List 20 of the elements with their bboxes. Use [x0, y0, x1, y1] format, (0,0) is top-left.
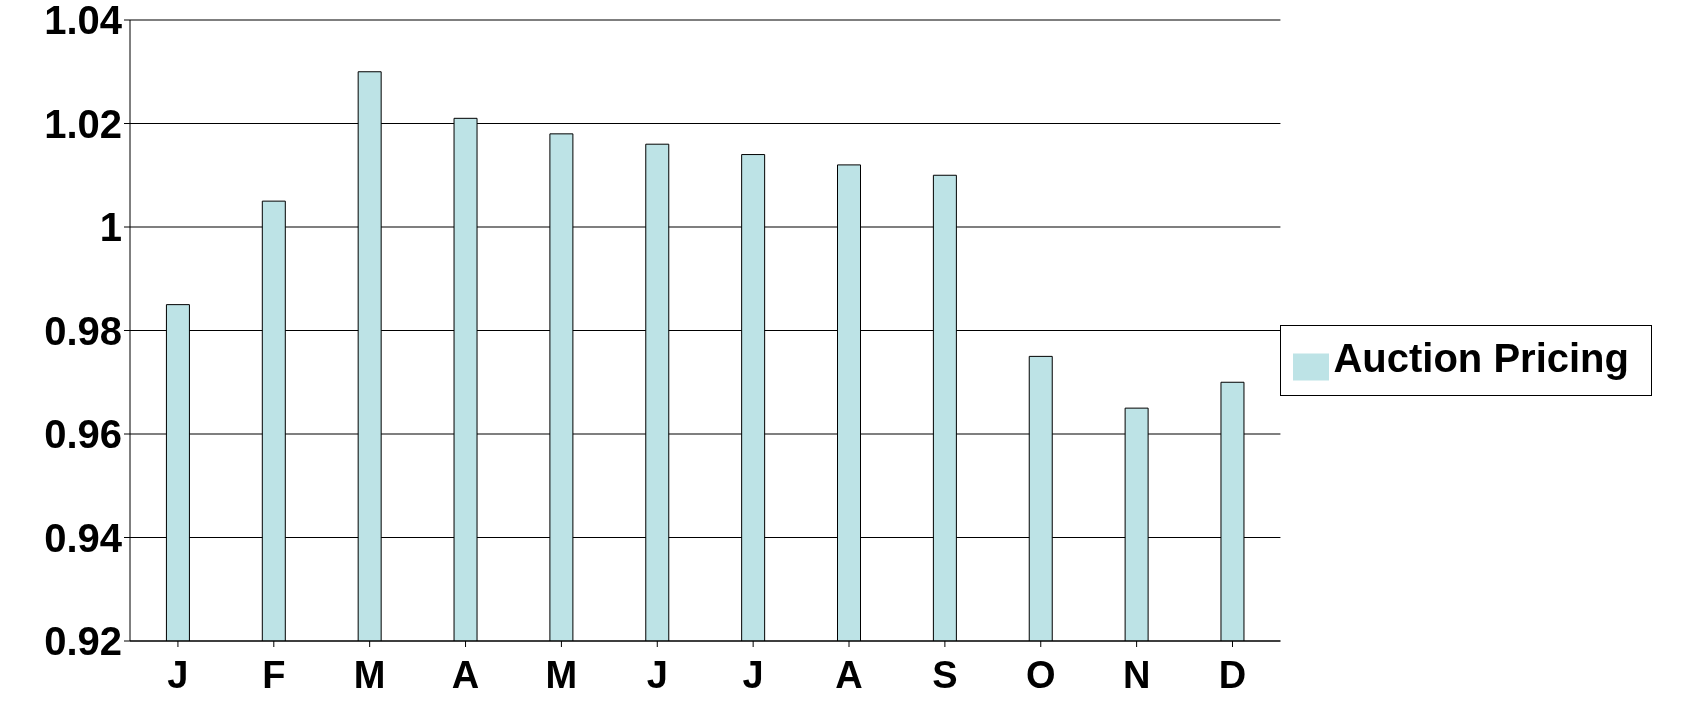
x-tick-label: A	[835, 653, 863, 696]
legend-label: Auction Pricing	[1333, 335, 1629, 380]
x-tick-label: D	[1218, 653, 1247, 696]
x-tick-label: M	[545, 653, 578, 696]
y-tick-label: 1	[99, 205, 122, 250]
x-tick-label: M	[353, 653, 386, 696]
x-tick-label: J	[646, 653, 668, 696]
x-tick-label: J	[742, 653, 764, 696]
x-tick-label: N	[1122, 653, 1151, 696]
y-tick-label: 0.96	[44, 412, 122, 457]
x-tick-label: S	[932, 653, 958, 696]
x-tick-label: J	[167, 653, 189, 696]
y-tick-label: 1.04	[44, 0, 123, 43]
y-tick-label: 0.98	[44, 308, 122, 353]
y-tick-label: 0.92	[44, 619, 122, 664]
x-tick-label: A	[451, 653, 480, 696]
x-tick-label: O	[1025, 653, 1056, 696]
y-tick-label: 1.02	[44, 101, 122, 146]
y-tick-label: 0.94	[44, 515, 123, 560]
x-tick-label: F	[262, 653, 286, 696]
